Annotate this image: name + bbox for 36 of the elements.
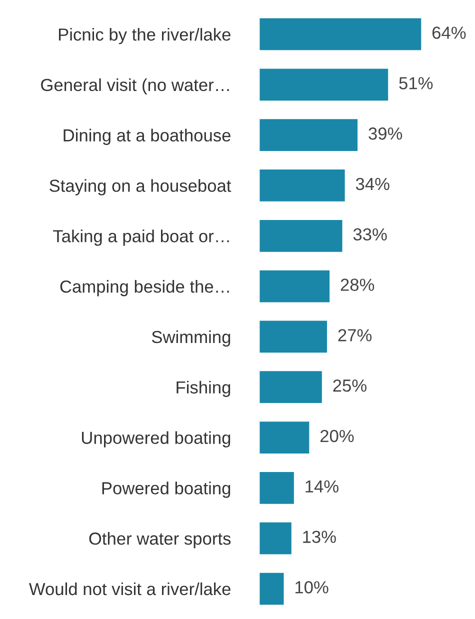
data-label: 10% [295,581,328,594]
data-label: 39% [368,127,402,140]
y-tick-label: Dining at a boathouse [64,128,230,145]
data-label: 51% [399,77,433,90]
bar [259,521,293,556]
data-label: 33% [353,228,387,241]
y-tick-label: Taking a paid boat or… [53,230,229,246]
data-label: 20% [320,430,354,442]
y-tick-label: Fishing [176,380,230,398]
y-tick-label: Swimming [152,330,230,347]
bar [259,118,359,152]
data-label: 28% [340,278,374,291]
data-label: 27% [338,329,372,342]
y-tick-label: Other water sports [89,532,231,548]
bar [259,571,286,606]
data-label: 25% [333,379,366,392]
y-tick-label: Powered boating [102,482,230,498]
bar [259,319,328,354]
data-label: 34% [356,178,390,190]
bar [259,67,390,102]
bar [259,168,346,203]
y-tick-label: Unpowered boating [82,431,230,448]
bar [259,370,324,404]
data-label: 13% [303,530,336,544]
bar [259,420,311,455]
y-tick-label: General visit (no water… [41,78,229,95]
bar [259,268,331,304]
y-tick-label: Camping beside the… [60,280,229,296]
data-label: 14% [306,480,338,493]
data-label: 64% [432,26,466,39]
bar [259,218,344,254]
bar [259,16,423,52]
y-tick-label: Would not visit a river/lake [28,582,230,596]
bar [259,470,296,506]
y-tick-label: Staying on a houseboat [50,179,232,196]
y-tick-label: Picnic by the river/lake [58,28,230,44]
